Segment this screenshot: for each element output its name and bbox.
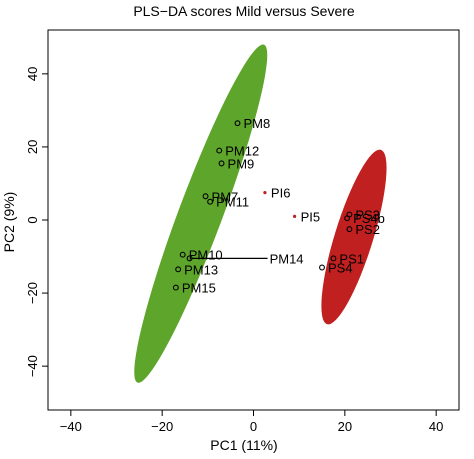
label-ps3: PS3 <box>355 208 380 223</box>
point-ps1 <box>330 255 337 262</box>
point-pm14 <box>186 255 193 262</box>
chart-title: PLS−DA scores Mild versus Severe <box>133 3 355 19</box>
label-ps1: PS1 <box>339 251 364 266</box>
y-tick-label: −20 <box>25 282 40 304</box>
x-tick-label: 20 <box>338 419 352 434</box>
y-axis-label: PC2 (9%) <box>1 192 17 253</box>
x-tick-label: 40 <box>429 419 443 434</box>
y-axis-ticks: −40 −20 0 20 40 <box>25 67 48 377</box>
point-ps2 <box>346 226 353 233</box>
point-pm13 <box>175 266 182 273</box>
point-pm7 <box>202 193 209 200</box>
x-tick-label: −20 <box>151 419 173 434</box>
label-pm14: PM14 <box>270 251 304 266</box>
point-pi6 <box>263 190 267 195</box>
label-pm8: PM8 <box>244 116 271 131</box>
label-pm15: PM15 <box>182 281 216 296</box>
label-pm7: PM7 <box>212 189 239 204</box>
y-tick-label: 40 <box>25 67 40 81</box>
point-pm8 <box>234 120 241 127</box>
label-pm9: PM9 <box>228 156 255 171</box>
label-pm10: PM10 <box>189 248 223 263</box>
x-tick-label: 0 <box>250 419 257 434</box>
label-pi5: PI5 <box>301 209 321 224</box>
x-tick-label: −40 <box>60 419 82 434</box>
data-points <box>172 120 353 291</box>
label-pm12: PM12 <box>225 144 259 159</box>
mild-ellipse <box>134 44 268 383</box>
point-pm15 <box>172 284 179 291</box>
label-pi6: PI6 <box>271 186 291 201</box>
label-pm11: PM11 <box>216 195 249 210</box>
y-tick-label: 0 <box>25 216 40 223</box>
label-ps4: PS4 <box>328 261 353 276</box>
x-axis-label: PC1 (11%) <box>210 437 277 453</box>
point-pm11 <box>207 198 214 205</box>
label-ps2: PS2 <box>355 222 380 237</box>
point-ps4b <box>344 215 351 222</box>
point-pm9 <box>218 160 225 167</box>
severe-ellipse <box>321 149 387 325</box>
point-pm10 <box>179 251 186 258</box>
x-axis-ticks: −40 −20 0 20 40 <box>60 410 443 434</box>
label-ps4b: PS4b <box>353 211 385 226</box>
point-pm12 <box>216 147 223 154</box>
group-ellipses <box>134 44 387 383</box>
label-pm13: PM13 <box>184 262 218 277</box>
y-tick-label: −40 <box>25 355 40 377</box>
y-tick-label: 20 <box>25 140 40 154</box>
point-pi5 <box>293 214 297 218</box>
point-ps4 <box>319 264 325 271</box>
